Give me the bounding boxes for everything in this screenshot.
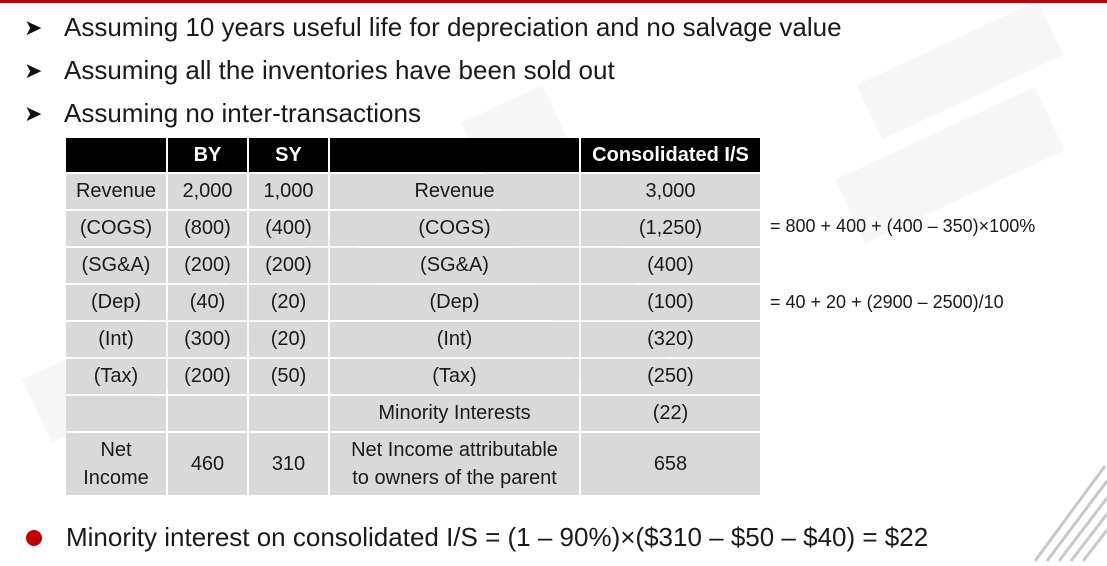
table-cell: (Int) <box>330 322 579 357</box>
table-cell: (200) <box>168 359 247 394</box>
net-income-label-line1: Net <box>100 439 132 461</box>
table-cell: (50) <box>249 359 328 394</box>
table-header-row: BY SY Consolidated I/S <box>66 138 760 172</box>
table-row: (Int) (300) (20) (Int) (320) <box>66 322 760 357</box>
assumption-item: ➤ Assuming no inter-transactions <box>24 92 842 135</box>
assumption-item: ➤ Assuming all the inventories have been… <box>24 49 842 92</box>
assumption-item: ➤ Assuming 10 years useful life for depr… <box>24 6 842 49</box>
table-cell: (SG&A) <box>66 248 166 283</box>
table-cell: (800) <box>168 211 247 246</box>
assumption-list: ➤ Assuming 10 years useful life for depr… <box>24 6 842 135</box>
table-row: (SG&A) (200) (200) (SG&A) (400) <box>66 248 760 283</box>
table-cell: (100) <box>581 285 760 320</box>
table-row: (Tax) (200) (50) (Tax) (250) <box>66 359 760 394</box>
net-income-consolidated: 658 <box>581 433 760 495</box>
table-cell: (200) <box>168 248 247 283</box>
table-cell: (22) <box>581 396 760 431</box>
cogs-calculation-note: = 800 + 400 + (400 – 350)×100% <box>770 216 1036 236</box>
table-cell: (Tax) <box>66 359 166 394</box>
table-cell: (300) <box>168 322 247 357</box>
net-income-label: Net Income <box>66 433 166 495</box>
header-cell <box>66 138 166 172</box>
table-cell: (Dep) <box>330 285 579 320</box>
header-cell <box>330 138 579 172</box>
table-cell: (40) <box>168 285 247 320</box>
net-income-by: 460 <box>168 433 247 495</box>
net-income-description-line1: Net Income attributable <box>351 439 558 461</box>
table-cell: (400) <box>581 248 760 283</box>
consolidation-table: BY SY Consolidated I/S Revenue 2,000 1,0… <box>64 136 762 497</box>
table-row: (COGS) (800) (400) (COGS) (1,250) <box>66 211 760 246</box>
header-cell-consolidated: Consolidated I/S <box>581 138 760 172</box>
table-cell: (20) <box>249 322 328 357</box>
red-dot-bullet-icon <box>26 529 42 546</box>
assumption-text: Assuming no inter-transactions <box>64 98 421 128</box>
table-cell: (COGS) <box>66 211 166 246</box>
header-cell-by: BY <box>168 138 247 172</box>
net-income-sy: 310 <box>249 433 328 495</box>
assumption-text: Assuming 10 years useful life for deprec… <box>64 12 842 42</box>
table-cell: (200) <box>249 248 328 283</box>
top-accent-bar <box>0 0 1107 3</box>
table-cell <box>66 396 166 431</box>
table-cell: Minority Interests <box>330 396 579 431</box>
arrow-bullet-icon: ➤ <box>24 57 43 83</box>
table-cell: 1,000 <box>249 174 328 209</box>
table-cell: (400) <box>249 211 328 246</box>
table-cell: (Int) <box>66 322 166 357</box>
assumption-text: Assuming all the inventories have been s… <box>64 55 615 85</box>
table-cell: (SG&A) <box>330 248 579 283</box>
net-income-description-line2: to owners of the parent <box>352 467 557 489</box>
arrow-bullet-icon: ➤ <box>24 100 43 126</box>
table-cell <box>249 396 328 431</box>
arrow-bullet-icon: ➤ <box>24 14 43 40</box>
table-cell: Revenue <box>66 174 166 209</box>
table-cell: (320) <box>581 322 760 357</box>
net-income-row: Net Income 460 310 Net Income attributab… <box>66 433 760 495</box>
table-row: (Dep) (40) (20) (Dep) (100) <box>66 285 760 320</box>
table-cell: 3,000 <box>581 174 760 209</box>
table-cell: (20) <box>249 285 328 320</box>
table-cell: (1,250) <box>581 211 760 246</box>
summary-text: Minority interest on consolidated I/S = … <box>66 522 929 552</box>
summary-line: Minority interest on consolidated I/S = … <box>26 522 928 553</box>
dep-calculation-note: = 40 + 20 + (2900 – 2500)/10 <box>770 292 1004 312</box>
table-cell: (250) <box>581 359 760 394</box>
net-income-label-line2: Income <box>83 467 149 489</box>
table-cell: (Tax) <box>330 359 579 394</box>
header-cell-sy: SY <box>249 138 328 172</box>
table-cell: Revenue <box>330 174 579 209</box>
table-cell: (COGS) <box>330 211 579 246</box>
table-row: Revenue 2,000 1,000 Revenue 3,000 <box>66 174 760 209</box>
corner-stripes-decoration <box>1033 465 1107 562</box>
table-row: Minority Interests (22) <box>66 396 760 431</box>
table-cell: (Dep) <box>66 285 166 320</box>
net-income-description: Net Income attributable to owners of the… <box>330 433 579 495</box>
table-cell <box>168 396 247 431</box>
table-cell: 2,000 <box>168 174 247 209</box>
